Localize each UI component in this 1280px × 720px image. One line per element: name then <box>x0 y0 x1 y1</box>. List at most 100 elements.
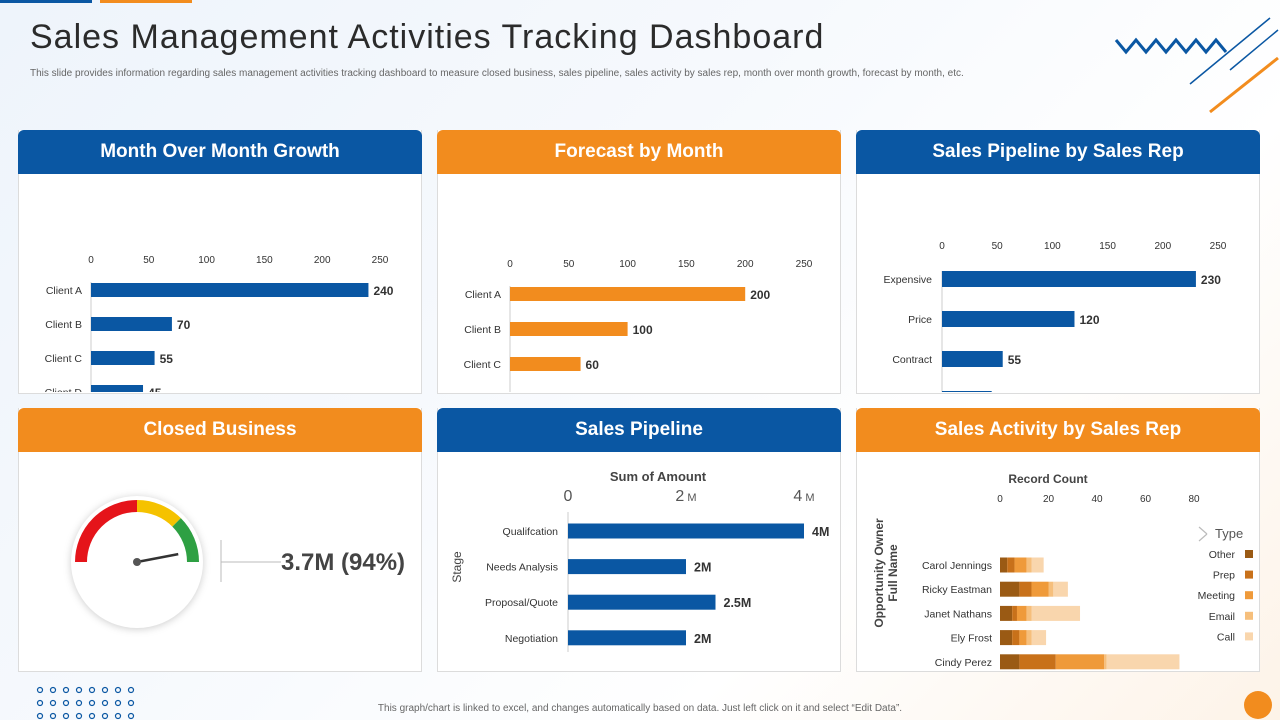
x-tick-label: 0 <box>564 488 573 505</box>
page-title: Sales Management Activities Tracking Das… <box>30 18 825 56</box>
bar <box>510 357 581 371</box>
data-label: 100 <box>633 323 653 337</box>
closed-business-value: 3.7M (94%) <box>281 549 405 576</box>
category-label: Contract <box>892 354 932 366</box>
category-label: Client A <box>46 285 82 297</box>
category-label: Client B <box>464 324 501 336</box>
data-label: 120 <box>1079 313 1099 327</box>
legend-label: Prep <box>1213 570 1235 582</box>
panel-sales-pipeline: Sales Pipeline Sum of Amount 0 2 M 4 M Stage… <box>437 408 841 672</box>
gauge-hub <box>133 558 141 566</box>
stacked-bar-segment <box>1000 605 1013 621</box>
top-accent-blue <box>0 0 92 3</box>
x-tick-label: 200 <box>737 259 754 270</box>
x-tick-label: 80 <box>1188 494 1200 505</box>
sales-activity-chart: Record Count 0 20 40 60 80 Opportunity OwnerFu… <box>872 472 1253 670</box>
stacked-bar-segment <box>1106 654 1180 670</box>
data-label: 60 <box>586 358 600 372</box>
x-tick-label: 250 <box>1210 241 1227 252</box>
gauge-needle <box>136 552 179 564</box>
legend-swatch <box>1245 550 1253 558</box>
stacked-bar-segment <box>1031 581 1049 597</box>
decoration-dots <box>36 686 135 720</box>
legend-label: Other <box>1209 549 1236 561</box>
x-tick-label: 200 <box>1154 241 1171 252</box>
stacked-bar-segment <box>1000 630 1013 646</box>
stacked-bar-segment <box>1012 630 1020 646</box>
stacked-bar-segment <box>1026 557 1032 573</box>
stacked-bar-segment <box>1007 557 1015 573</box>
data-label: 2M <box>694 561 711 575</box>
x-tick-label: 20 <box>1043 494 1055 505</box>
x-tick-label: 0 <box>939 241 945 252</box>
x-tick-label: 150 <box>678 259 695 270</box>
stacked-bar-segment <box>1000 654 1020 670</box>
legend-title: Type <box>1215 526 1243 541</box>
stacked-bar-segment <box>1026 630 1032 646</box>
panel-closed-business: Closed Business 3.7M (94%) <box>18 408 422 672</box>
bar <box>568 523 804 539</box>
category-label: Proposal/Quote <box>485 597 558 609</box>
x-tick-label: 200 <box>314 255 331 266</box>
bar <box>942 351 1003 367</box>
category-label: Price <box>908 314 932 326</box>
panel-title-mom: Month Over Month Growth <box>18 130 422 174</box>
category-label: Qualifcation <box>503 526 559 538</box>
gauge-segment-green <box>172 518 199 563</box>
legend-swatch <box>1245 611 1253 620</box>
category-label: Janet Nathans <box>924 608 992 620</box>
mom-growth-chart: 0 50 100 150 200 250 Client A 240 Client B 70 Clie… <box>45 255 394 392</box>
data-label: 45 <box>148 386 162 392</box>
x-tick-label: 0 <box>997 494 1003 505</box>
panel-mom-growth: Month Over Month Growth 0 50 100 150 200 250 C… <box>18 130 422 394</box>
x-tick-label: 150 <box>256 255 273 266</box>
stacked-bar-segment <box>1055 654 1105 670</box>
gauge-segment-red <box>75 500 138 563</box>
bar <box>91 283 369 297</box>
stacked-bar-segment <box>1019 581 1032 597</box>
bar <box>568 630 686 646</box>
y-axis-title: Stage <box>450 551 464 583</box>
x-tick-label: 50 <box>563 259 575 270</box>
stacked-bar-segment <box>1000 557 1008 573</box>
x-tick-label: 100 <box>619 259 636 270</box>
forecast-chart: 0 50 100 150 200 250 Client A 200 Client B 100 Cli… <box>464 259 813 392</box>
category-label: Needs Analysis <box>486 562 558 574</box>
x-tick-label: 250 <box>372 255 389 266</box>
x-axis-title: Record Count <box>1008 472 1087 486</box>
category-label: Client C <box>464 359 502 371</box>
category-label: Client D <box>45 387 83 392</box>
footer-note: This graph/chart is linked to excel, and… <box>377 703 903 714</box>
page-subtitle: This slide provides information regardin… <box>30 68 964 79</box>
data-label: 4M <box>812 525 829 539</box>
bar <box>510 322 628 336</box>
data-label: 2.5M <box>724 596 752 610</box>
panel-title-activity: Sales Activity by Sales Rep <box>856 408 1260 452</box>
panel-title-closed: Closed Business <box>18 408 422 452</box>
stacked-bar-segment <box>1026 605 1032 621</box>
category-label: Negotiation <box>505 633 558 645</box>
data-label: 240 <box>373 284 393 298</box>
top-accent-orange <box>100 0 192 3</box>
y-axis-title: Opportunity OwnerFull Name <box>872 518 900 628</box>
stacked-bar-segment <box>1031 605 1081 621</box>
bar <box>91 385 144 392</box>
legend-label: Email <box>1209 611 1235 623</box>
legend-swatch <box>1245 570 1253 579</box>
panel-title-pipeline-rep: Sales Pipeline by Sales Rep <box>856 130 1260 174</box>
bar <box>568 594 716 610</box>
stacked-bar-segment <box>1031 630 1047 646</box>
x-tick-label: 50 <box>143 255 155 266</box>
stacked-bar-segment <box>1048 581 1054 597</box>
gauge-segment-yellow <box>136 500 181 527</box>
data-label: 2M <box>694 632 711 646</box>
x-tick-label: 40 <box>1091 494 1103 505</box>
legend-label: Call <box>1217 631 1235 643</box>
panel-pipeline-rep: Sales Pipeline by Sales Rep 0 50 100 150 200… <box>856 130 1260 394</box>
category-label: Expensive <box>884 274 933 286</box>
stacked-bar-segment <box>1012 605 1017 621</box>
data-label: 200 <box>750 288 770 302</box>
bar <box>510 287 746 301</box>
stacked-bar-segment <box>1019 654 1056 670</box>
decoration-zigzag <box>1114 17 1279 114</box>
